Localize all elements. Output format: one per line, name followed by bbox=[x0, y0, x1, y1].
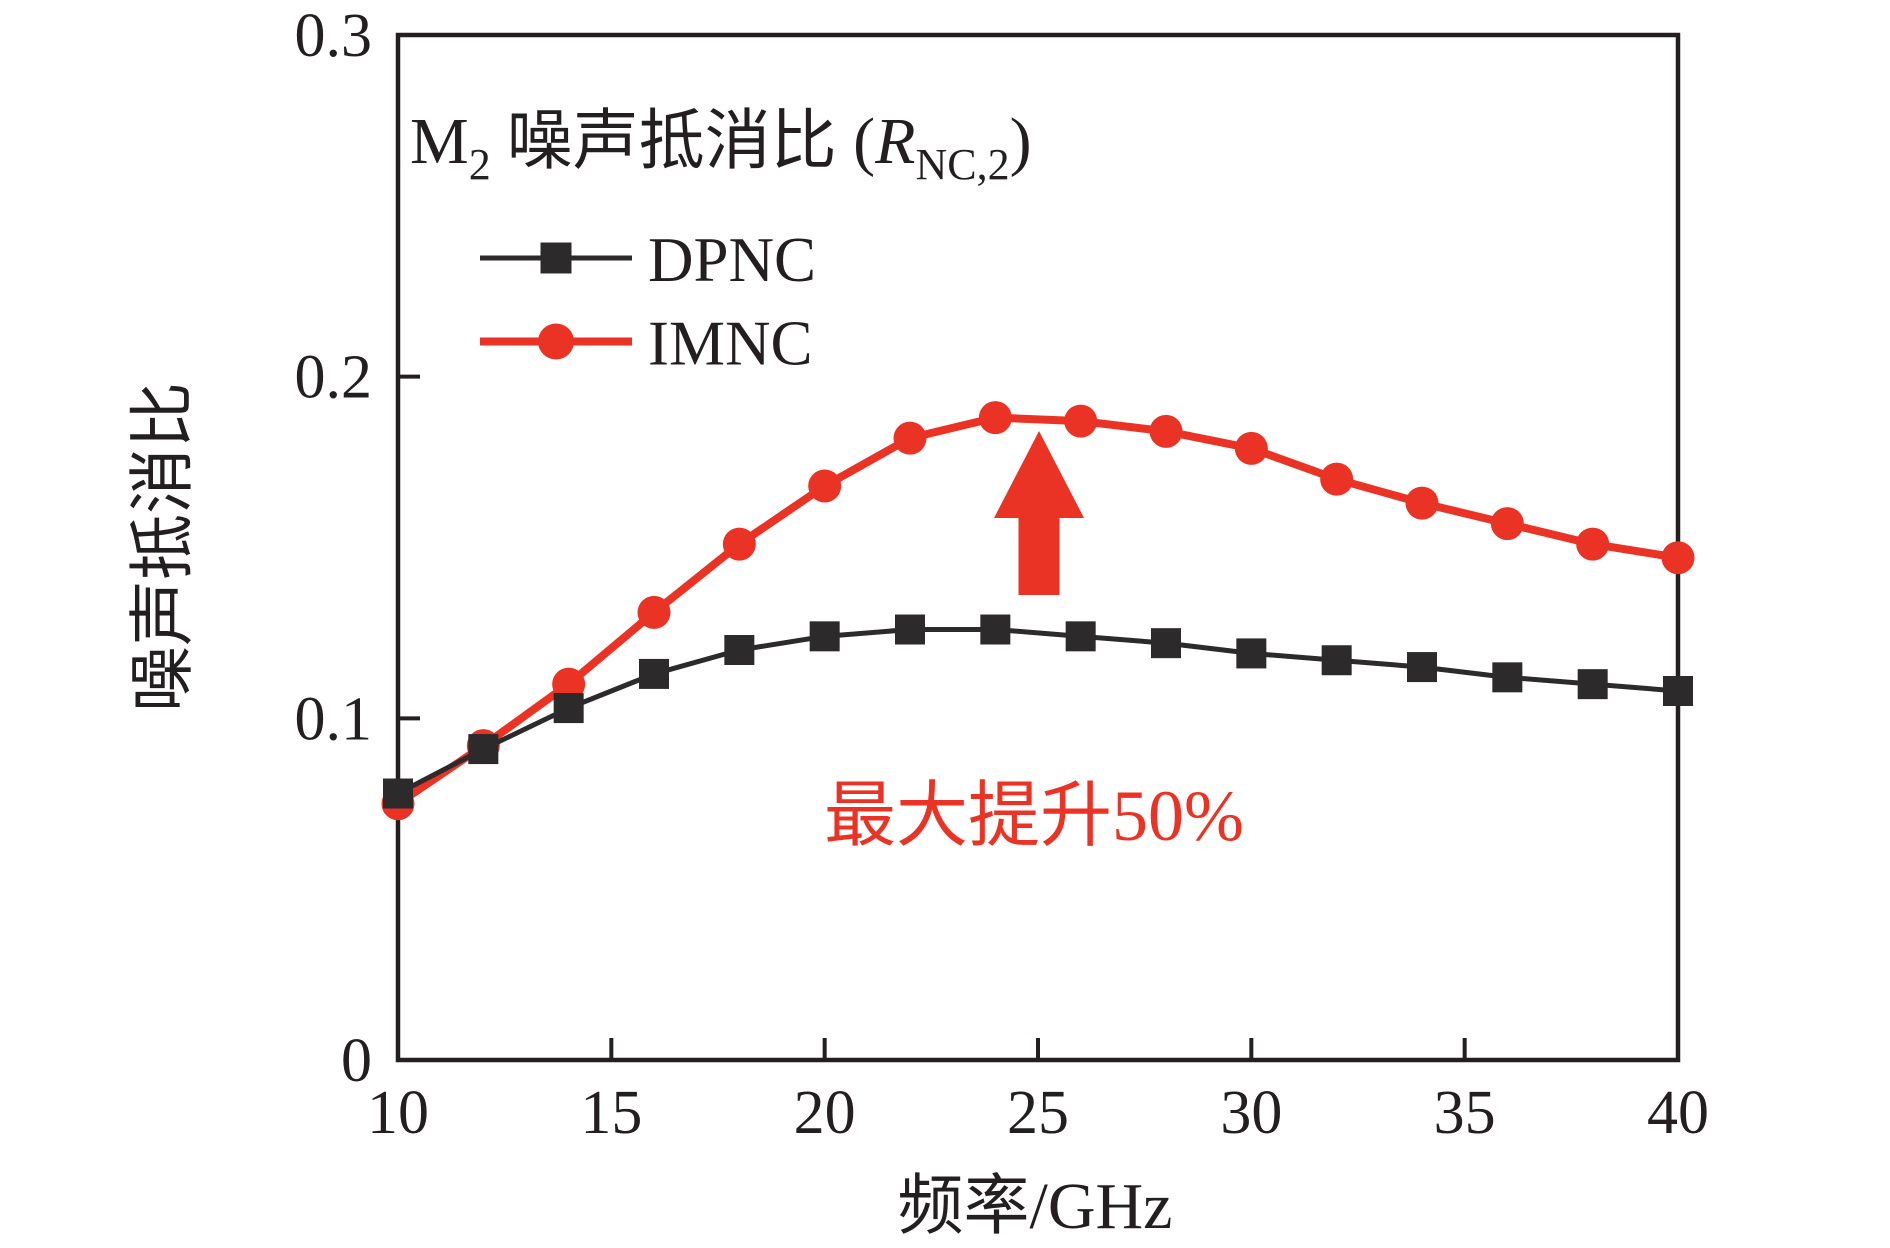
y-tick-label: 0 bbox=[341, 1027, 372, 1095]
dpnc-marker bbox=[724, 635, 755, 665]
dpnc-marker bbox=[1663, 676, 1693, 706]
dpnc-marker bbox=[809, 621, 840, 652]
imnc-marker bbox=[1064, 404, 1098, 438]
y-tick-label: 0.1 bbox=[295, 685, 373, 753]
legend-label-imnc: IMNC bbox=[648, 309, 813, 379]
dpnc-marker bbox=[639, 658, 669, 689]
imnc-marker bbox=[552, 667, 586, 701]
imnc-marker bbox=[1149, 414, 1183, 448]
y-axis-title: 噪声抵消比 bbox=[127, 382, 200, 712]
axis-tick-labels: 10 15 20 25 30 35 40 0 0.1 0.2 0.3 bbox=[295, 2, 1710, 1147]
dpnc-marker bbox=[1151, 628, 1181, 659]
x-axis-title: 频率/GHz bbox=[898, 1170, 1173, 1243]
improvement-arrow-icon bbox=[994, 431, 1084, 595]
dpnc-marker bbox=[553, 693, 584, 724]
imnc-marker bbox=[978, 401, 1012, 435]
dpnc-marker bbox=[1321, 645, 1352, 676]
legend-marker-dpnc bbox=[540, 242, 572, 274]
x-tick-label: 25 bbox=[1007, 1079, 1069, 1147]
dpnc-marker bbox=[1577, 669, 1608, 700]
x-tick-label: 15 bbox=[580, 1079, 642, 1147]
imnc-marker bbox=[1490, 507, 1524, 541]
legend-label-dpnc: DPNC bbox=[648, 225, 816, 295]
dpnc-marker bbox=[1492, 662, 1523, 693]
x-tick-label: 30 bbox=[1220, 1079, 1282, 1147]
data-series bbox=[381, 401, 1695, 821]
imnc-marker bbox=[893, 421, 927, 455]
dpnc-marker bbox=[383, 778, 413, 809]
dpnc-marker bbox=[1407, 652, 1437, 683]
y-tick-label: 0.3 bbox=[295, 2, 373, 70]
legend-marker-imnc bbox=[538, 323, 574, 360]
imnc-marker bbox=[637, 595, 671, 629]
x-tick-label: 35 bbox=[1434, 1079, 1496, 1147]
imnc-marker bbox=[1576, 527, 1610, 561]
dpnc-marker bbox=[895, 614, 925, 645]
x-tick-label: 40 bbox=[1647, 1079, 1709, 1147]
imnc-marker bbox=[722, 527, 756, 561]
x-tick-label: 20 bbox=[794, 1079, 856, 1147]
imnc-marker bbox=[1405, 486, 1439, 520]
imnc-marker bbox=[808, 469, 842, 503]
legend-title: M2 噪声抵消比 (RNC,2) bbox=[410, 105, 1032, 189]
imnc-line bbox=[395, 413, 1679, 808]
dpnc-marker bbox=[1065, 621, 1096, 652]
imnc-marker bbox=[1320, 462, 1354, 496]
max-improvement-annotation: 最大提升50% bbox=[824, 776, 1244, 856]
dpnc-marker bbox=[1236, 638, 1267, 669]
y-tick-label: 0.2 bbox=[295, 344, 373, 412]
imnc-marker bbox=[1234, 431, 1268, 465]
x-tick-label: 10 bbox=[367, 1079, 429, 1147]
dpnc-marker bbox=[468, 734, 499, 765]
dpnc-line bbox=[396, 627, 1679, 796]
axis-ticks bbox=[396, 33, 1680, 1062]
legend: M2 噪声抵消比 (RNC,2) DPNC IMNC bbox=[410, 105, 1032, 379]
dpnc-marker bbox=[980, 614, 1011, 645]
imnc-marker bbox=[1661, 541, 1695, 575]
